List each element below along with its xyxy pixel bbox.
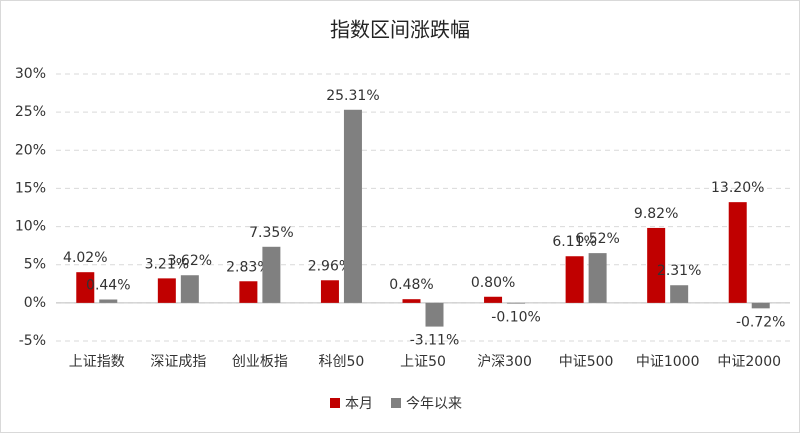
bar (588, 253, 607, 303)
value-label: 13.20% (711, 180, 764, 196)
bar (670, 285, 689, 303)
value-label: 25.31% (326, 88, 379, 104)
value-label: 3.62% (168, 253, 212, 269)
value-label: 0.44% (86, 278, 130, 294)
legend-swatch (391, 398, 401, 408)
value-label: 7.35% (249, 225, 293, 241)
value-label: 0.48% (389, 277, 433, 293)
x-tick-label: 科创50 (319, 354, 365, 370)
x-tick-label: 中证2000 (717, 354, 781, 370)
legend-label: 本月 (345, 396, 373, 412)
value-label: 2.96% (308, 258, 352, 274)
x-tick-label: 创业板指 (232, 354, 288, 370)
value-label: 2.83% (226, 259, 270, 275)
value-label: 0.80% (471, 275, 515, 291)
legend-label: 今年以来 (406, 396, 462, 412)
bar (565, 256, 584, 303)
value-label: -0.72% (736, 314, 786, 330)
bar (99, 299, 118, 303)
bar (76, 272, 95, 303)
y-tick-label: 25% (15, 104, 46, 120)
bar (484, 296, 503, 303)
bar (728, 202, 747, 303)
y-tick-label: -5% (19, 333, 46, 349)
bar (239, 281, 258, 303)
x-tick-label: 上证50 (400, 354, 446, 370)
value-label: 4.02% (63, 250, 107, 266)
x-tick-label: 中证1000 (636, 354, 700, 370)
bar (180, 275, 199, 303)
bar (320, 280, 339, 303)
y-tick-label: 15% (15, 180, 46, 196)
bar (343, 109, 362, 303)
y-tick-label: 0% (24, 295, 46, 311)
value-label: 9.82% (634, 206, 678, 222)
value-label: 6.11% (552, 234, 596, 250)
bar (262, 246, 281, 303)
bar (647, 227, 666, 303)
y-tick-label: 5% (24, 257, 46, 273)
chart-title: 指数区间涨跌幅 (330, 18, 470, 42)
bar (425, 302, 444, 327)
bar (751, 302, 770, 309)
x-tick-label: 深证成指 (150, 354, 206, 370)
x-tick-label: 上证指数 (69, 354, 125, 370)
bar (157, 278, 176, 303)
y-tick-label: 10% (15, 219, 46, 235)
legend-swatch (330, 398, 340, 408)
value-label: -0.10% (491, 310, 541, 326)
bar (402, 299, 421, 303)
x-tick-label: 中证500 (559, 354, 614, 370)
y-tick-label: 30% (15, 66, 46, 82)
value-label: 6.52% (575, 231, 619, 247)
value-label: -3.11% (410, 333, 460, 349)
x-tick-label: 沪深300 (477, 354, 532, 370)
y-tick-label: 20% (15, 142, 46, 158)
value-label: 2.31% (657, 263, 701, 279)
bar (507, 302, 526, 304)
value-label: 3.21% (145, 256, 189, 272)
